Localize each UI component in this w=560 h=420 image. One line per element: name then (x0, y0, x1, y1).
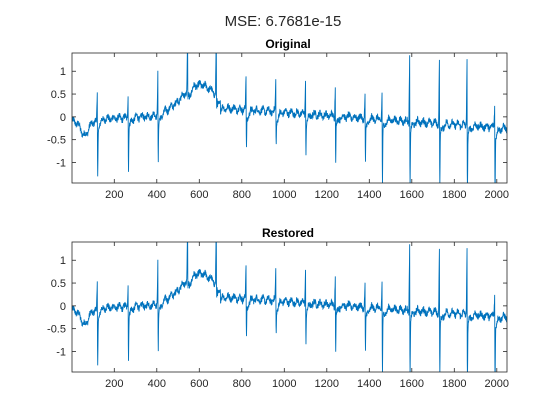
y-tick-label: 0.5 (51, 278, 66, 290)
axes-original: Original 200 400 600 800 1000 1200 1400 1600 180… (47, 37, 509, 201)
x-tick-label: 400 (148, 378, 166, 390)
y-tick-label: 1 (60, 255, 66, 267)
x-tick-label: 200 (105, 378, 123, 390)
y-tick-label: 0.5 (51, 89, 66, 101)
x-tick-label: 1600 (400, 189, 424, 201)
x-tick-label: 200 (105, 189, 123, 201)
axes-box (71, 52, 508, 184)
y-tick-label: 1 (60, 66, 66, 78)
x-tick-label: 1600 (400, 378, 424, 390)
x-tick-label: 1800 (442, 189, 466, 201)
x-tick-label: 600 (190, 189, 208, 201)
axes-restored: Restored 200 400 600 800 1000 1200 1400 1600 180… (47, 226, 509, 390)
series-line (72, 242, 507, 372)
x-tick-label: 1000 (272, 189, 296, 201)
y-tick-label: 0 (60, 301, 66, 313)
axes-title: Original (265, 37, 310, 51)
x-tick-label: 1000 (272, 378, 296, 390)
axes-title: Restored (262, 226, 314, 240)
x-tick-label: 600 (190, 378, 208, 390)
x-tick-label: 2000 (485, 378, 509, 390)
x-tick-label: 800 (233, 378, 251, 390)
x-tick-label: 1800 (442, 378, 466, 390)
x-tick-label: 1200 (315, 189, 339, 201)
figure-suptitle: MSE: 6.7681e-15 (225, 13, 342, 30)
y-tick-label: -0.5 (47, 135, 66, 147)
x-tick-label: 1400 (357, 189, 381, 201)
x-tick-label: 400 (148, 189, 166, 201)
x-tick-label: 1200 (315, 378, 339, 390)
y-tick-label: -1 (56, 157, 66, 169)
series-line (72, 53, 507, 183)
y-tick-label: -1 (56, 346, 66, 358)
x-tick-label: 800 (233, 189, 251, 201)
x-tick-label: 2000 (485, 189, 509, 201)
y-tick-label: 0 (60, 112, 66, 124)
y-tick-label: -0.5 (47, 324, 66, 336)
axes-box (71, 241, 508, 373)
x-tick-label: 1400 (357, 378, 381, 390)
